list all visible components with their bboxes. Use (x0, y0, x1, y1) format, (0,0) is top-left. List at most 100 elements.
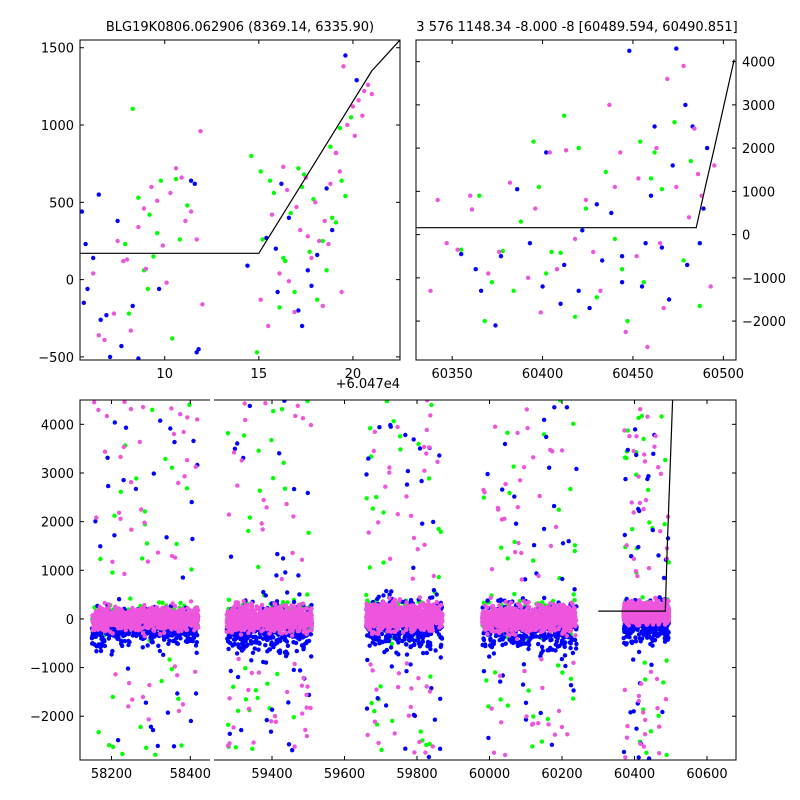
data-point-green (280, 600, 286, 605)
data-point-pink (156, 608, 161, 613)
data-point-blue (545, 648, 550, 653)
data-point-pink (160, 243, 165, 248)
data-point-blue (431, 588, 437, 593)
data-point-green (397, 434, 403, 439)
data-point-blue (652, 124, 657, 129)
data-point-blue (98, 317, 103, 322)
data-point-pink (184, 458, 190, 463)
data-point-pink (128, 611, 133, 616)
data-point-pink (122, 400, 127, 405)
data-point-blue (376, 635, 381, 640)
data-point-blue (621, 635, 626, 641)
data-point-blue (437, 453, 442, 458)
data-point-pink (634, 254, 639, 259)
data-point-blue (383, 703, 389, 708)
data-point-blue (555, 644, 561, 649)
data-point-green (531, 714, 536, 719)
data-point-pink (428, 288, 433, 293)
data-point-blue (649, 627, 655, 632)
data-point-green (126, 311, 132, 316)
data-point-blue (245, 263, 250, 268)
data-point-green (512, 591, 517, 597)
data-point-blue (250, 650, 256, 655)
data-point-green (568, 676, 574, 681)
data-point-pink (114, 606, 119, 612)
data-point-blue (515, 187, 520, 192)
data-point-blue (527, 241, 533, 246)
data-point-pink (159, 624, 164, 630)
data-point-green (531, 139, 536, 144)
data-point-blue (642, 632, 647, 638)
data-point-blue (587, 305, 592, 311)
data-point-blue (227, 635, 233, 640)
data-point-blue (107, 354, 113, 360)
data-point-green (370, 506, 375, 511)
data-point-blue (396, 652, 401, 657)
data-point-pink (176, 624, 181, 630)
data-point-green (644, 750, 649, 755)
data-point-blue (93, 519, 98, 524)
data-point-blue (263, 593, 268, 598)
data-point-blue (104, 313, 109, 318)
data-point-blue (180, 575, 186, 580)
data-point-green (269, 437, 274, 443)
data-point-green (281, 460, 286, 465)
data-point-green (185, 203, 190, 208)
data-point-blue (276, 649, 281, 654)
data-point-blue (226, 646, 231, 652)
data-point-blue (429, 686, 434, 691)
data-point-blue (544, 434, 549, 440)
data-point-green (429, 402, 434, 408)
data-point-green (155, 231, 160, 236)
data-point-blue (512, 494, 517, 499)
data-point-green (583, 206, 589, 211)
data-point-pink (266, 323, 271, 329)
data-point-green (226, 597, 232, 602)
data-point-blue (389, 589, 394, 594)
data-point-blue (237, 645, 243, 650)
data-point-green (110, 570, 115, 575)
data-point-green (138, 724, 143, 730)
data-point-pink (654, 145, 659, 151)
data-point-pink (132, 625, 137, 630)
data-point-blue (120, 643, 125, 649)
data-point-blue (126, 631, 131, 637)
data-point-green (96, 730, 101, 735)
data-point-pink (572, 236, 578, 242)
data-point-green (681, 258, 686, 263)
data-point-blue (112, 420, 118, 425)
data-point-green (247, 515, 253, 520)
data-point-green (330, 215, 335, 220)
data-point-blue (384, 588, 389, 594)
data-point-blue (481, 637, 487, 643)
data-point-blue (639, 284, 645, 289)
data-point-blue (526, 642, 532, 648)
data-point-pink (469, 207, 475, 212)
data-point-blue (274, 573, 279, 578)
data-point-blue (372, 637, 377, 642)
data-point-green (661, 680, 666, 685)
data-point-pink (113, 672, 118, 677)
data-point-pink (612, 184, 618, 190)
data-point-green (145, 286, 150, 292)
data-point-blue (576, 288, 581, 293)
data-point-blue (502, 441, 508, 447)
layer-pink (90, 400, 674, 760)
data-point-green (123, 241, 128, 247)
data-point-green (256, 564, 261, 570)
data-point-pink (356, 98, 361, 103)
data-point-pink (435, 197, 440, 203)
data-point-blue (188, 178, 194, 183)
data-point-green (390, 718, 395, 724)
data-point-pink (122, 610, 127, 616)
data-point-blue (562, 642, 567, 647)
data-point-green (378, 684, 383, 689)
data-point-green (398, 447, 403, 452)
data-point-blue (574, 466, 579, 472)
data-point-blue (130, 303, 135, 309)
data-point-pink (139, 507, 144, 512)
data-point-blue (156, 286, 162, 292)
data-point-blue (411, 437, 416, 442)
data-point-pink (173, 604, 178, 609)
data-point-green (531, 558, 536, 563)
